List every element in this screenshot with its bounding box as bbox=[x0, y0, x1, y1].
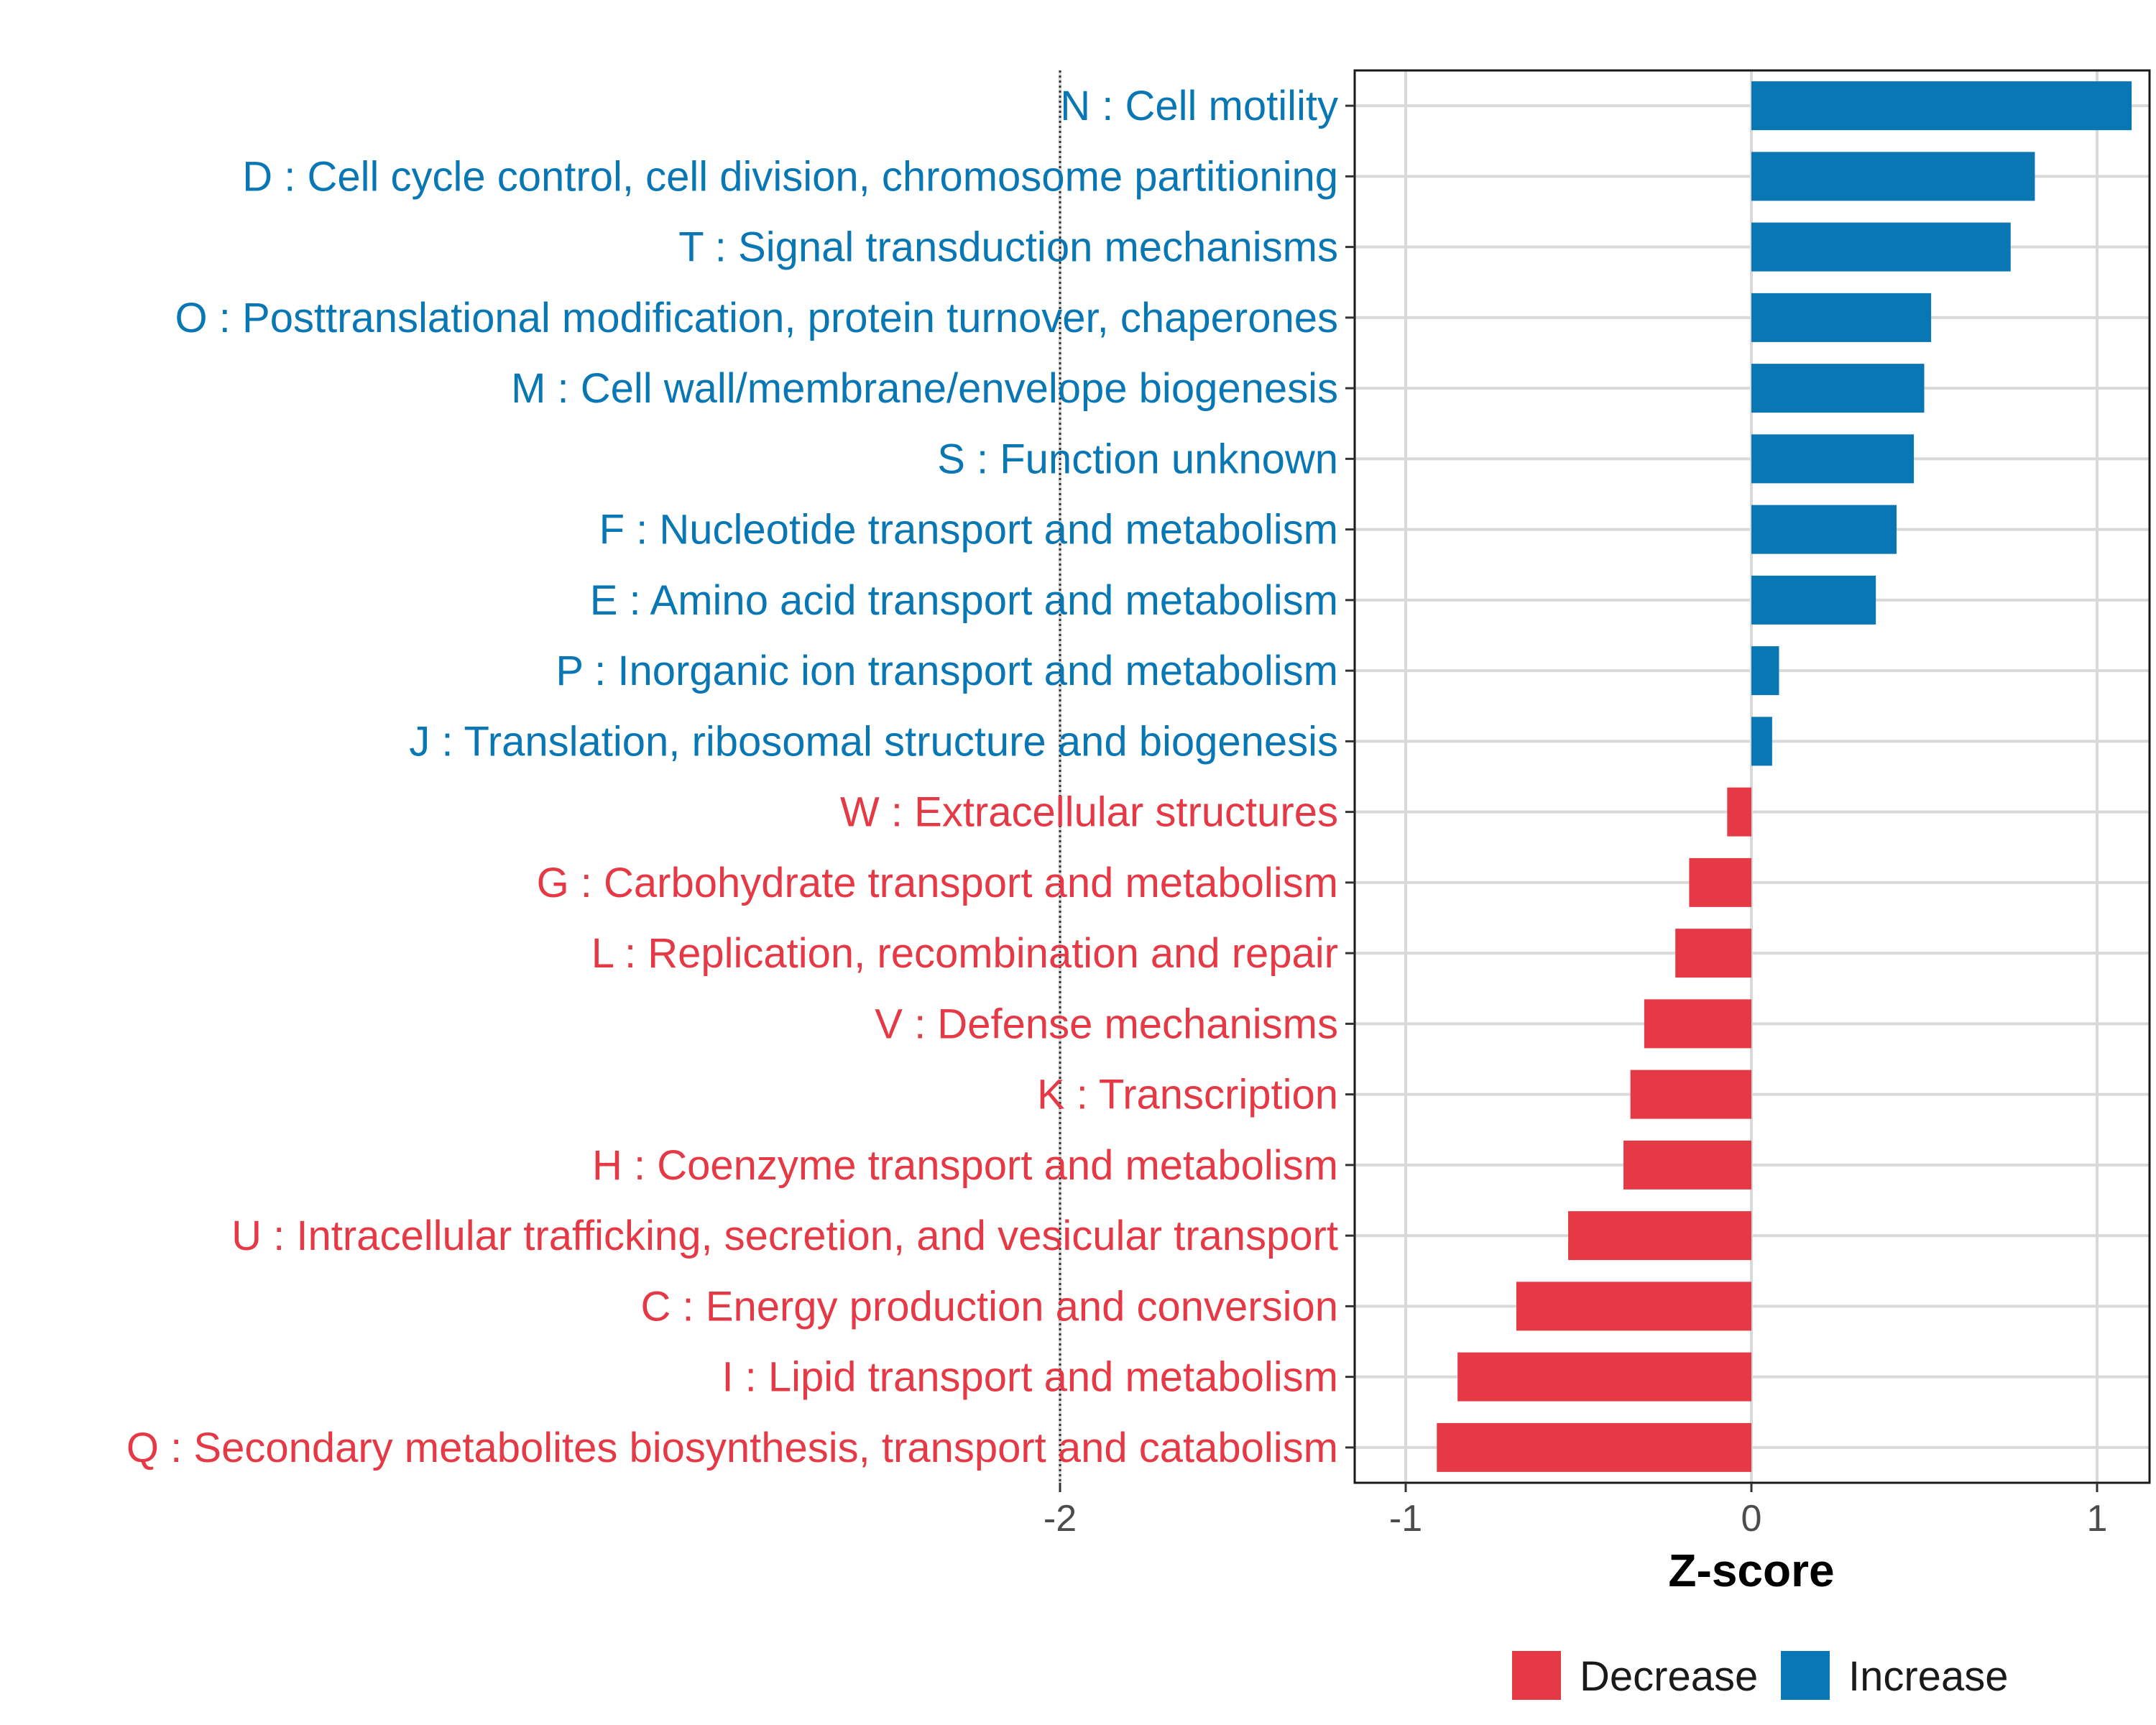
y-tick-label-O: O : Posttranslational modification, prot… bbox=[175, 295, 1338, 341]
y-tick-label-Q: Q : Secondary metabolites biosynthesis, … bbox=[126, 1425, 1338, 1471]
bar-P bbox=[1751, 646, 1779, 696]
y-tick-label-N: N : Cell motility bbox=[1060, 83, 1338, 129]
bar-M bbox=[1751, 364, 1925, 413]
y-tick-label-J: J : Translation, ribosomal structure and… bbox=[409, 718, 1338, 765]
bar-E bbox=[1751, 575, 1876, 625]
legend-swatch-decrease bbox=[1512, 1651, 1561, 1700]
y-tick-label-V: V : Defense mechanisms bbox=[875, 1000, 1338, 1047]
bar-J bbox=[1751, 717, 1772, 766]
legend-label-decrease: Decrease bbox=[1580, 1653, 1758, 1700]
y-tick-label-E: E : Amino acid transport and metabolism bbox=[590, 577, 1338, 624]
y-tick-label-K: K : Transcription bbox=[1037, 1072, 1338, 1118]
y-tick-label-S: S : Function unknown bbox=[937, 436, 1338, 482]
reference-lines bbox=[1059, 70, 1061, 1483]
bar-D bbox=[1751, 152, 2035, 201]
bar-O bbox=[1751, 293, 1932, 342]
y-tick-label-D: D : Cell cycle control, cell division, c… bbox=[242, 153, 1338, 200]
y-tick-label-U: U : Intracellular trafficking, secretion… bbox=[231, 1213, 1338, 1259]
bar-K bbox=[1630, 1070, 1751, 1119]
bar-U bbox=[1568, 1211, 1751, 1261]
y-tick-label-C: C : Energy production and conversion bbox=[641, 1283, 1338, 1330]
y-tick-label-L: L : Replication, recombination and repai… bbox=[591, 930, 1338, 977]
x-tick-label-3: 1 bbox=[2087, 1498, 2108, 1540]
x-tick-label-1: -1 bbox=[1389, 1498, 1422, 1540]
bar-S bbox=[1751, 434, 1915, 484]
y-axis: N : Cell motility D : Cell cycle control,… bbox=[126, 83, 1355, 1471]
y-tick-label-T: T : Signal transduction mechanisms bbox=[678, 224, 1338, 271]
legend: Decrease Increase bbox=[1512, 1651, 2008, 1700]
y-tick-label-I: I : Lipid transport and metabolism bbox=[722, 1354, 1338, 1401]
y-tick-label-F: F : Nucleotide transport and metabolism bbox=[599, 507, 1338, 553]
y-tick-label-M: M : Cell wall/membrane/envelope biogenes… bbox=[511, 365, 1338, 412]
bar-H bbox=[1623, 1140, 1751, 1190]
x-tick-label-2: 0 bbox=[1741, 1498, 1762, 1540]
legend-swatch-increase bbox=[1781, 1651, 1830, 1700]
bar-L bbox=[1675, 929, 1751, 978]
bar-N bbox=[1751, 81, 2132, 131]
y-tick-label-P: P : Inorganic ion transport and metaboli… bbox=[556, 648, 1338, 694]
x-tick-label-0: -2 bbox=[1044, 1498, 1077, 1540]
bar-V bbox=[1644, 999, 1751, 1049]
y-tick-label-G: G : Carbohydrate transport and metabolis… bbox=[537, 860, 1338, 906]
bar-W bbox=[1727, 787, 1751, 837]
bar-G bbox=[1689, 857, 1751, 907]
bar-T bbox=[1751, 222, 2011, 272]
x-axis-title: Z-score bbox=[1668, 1545, 1834, 1596]
bars bbox=[1437, 81, 2132, 1472]
bar-C bbox=[1516, 1282, 1751, 1331]
y-tick-label-W: W : Extracellular structures bbox=[840, 789, 1338, 836]
bar-F bbox=[1751, 505, 1897, 554]
legend-label-increase: Increase bbox=[1848, 1653, 2008, 1700]
bar-I bbox=[1457, 1352, 1751, 1402]
y-tick-label-H: H : Coenzyme transport and metabolism bbox=[592, 1142, 1338, 1189]
bar-Q bbox=[1437, 1422, 1751, 1472]
x-axis: -2-1012 bbox=[1044, 1483, 2108, 1540]
